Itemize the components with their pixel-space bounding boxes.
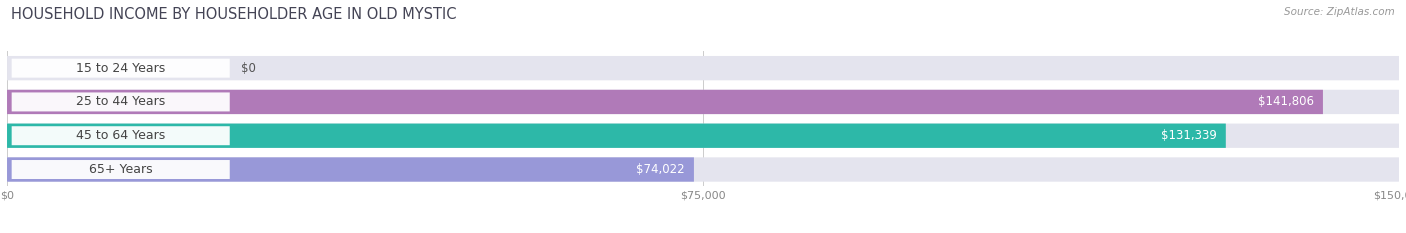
Text: 45 to 64 Years: 45 to 64 Years (76, 129, 166, 142)
FancyBboxPatch shape (7, 157, 1399, 182)
FancyBboxPatch shape (7, 157, 695, 182)
Text: 15 to 24 Years: 15 to 24 Years (76, 62, 166, 75)
Text: 65+ Years: 65+ Years (89, 163, 152, 176)
Text: $74,022: $74,022 (636, 163, 685, 176)
FancyBboxPatch shape (11, 93, 229, 111)
FancyBboxPatch shape (7, 123, 1399, 148)
Text: Source: ZipAtlas.com: Source: ZipAtlas.com (1284, 7, 1395, 17)
FancyBboxPatch shape (7, 123, 1226, 148)
FancyBboxPatch shape (11, 59, 229, 78)
Text: $141,806: $141,806 (1257, 96, 1313, 108)
Text: 25 to 44 Years: 25 to 44 Years (76, 96, 166, 108)
Text: HOUSEHOLD INCOME BY HOUSEHOLDER AGE IN OLD MYSTIC: HOUSEHOLD INCOME BY HOUSEHOLDER AGE IN O… (11, 7, 457, 22)
Text: $0: $0 (240, 62, 256, 75)
FancyBboxPatch shape (11, 126, 229, 145)
FancyBboxPatch shape (7, 56, 1399, 80)
FancyBboxPatch shape (11, 160, 229, 179)
FancyBboxPatch shape (7, 90, 1323, 114)
Text: $131,339: $131,339 (1160, 129, 1216, 142)
FancyBboxPatch shape (7, 90, 1399, 114)
